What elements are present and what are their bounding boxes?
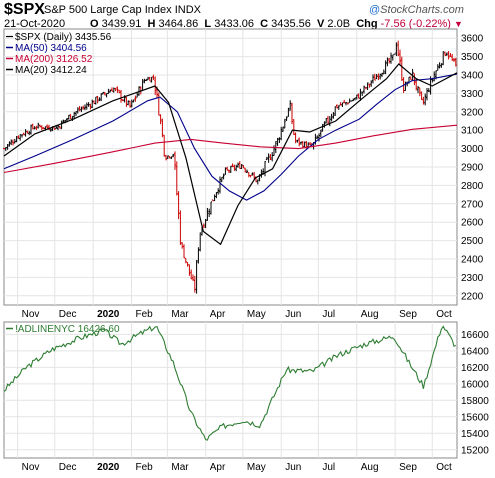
legend-label: $SPX (Daily) 3435.56 (15, 32, 112, 43)
symbol-title: $SPX (4, 1, 45, 18)
y-tick-label: 2400 (461, 255, 484, 266)
legend-label: !ADLINENYC 16426.60 (15, 324, 120, 335)
change-label: Chg (356, 18, 378, 30)
plot-frame (3, 321, 458, 459)
ohlc-readout: O 3439.91 H 3464.86 L 3433.06 C 3435.56 … (90, 18, 463, 30)
change-value: -7.56 (-0.22%) (380, 18, 451, 30)
x-tick-label: Mar (171, 309, 189, 320)
y-tick-label: 3000 (461, 144, 484, 155)
volume-value: 2.0B (327, 18, 351, 30)
y-tick-label: 2600 (461, 218, 484, 229)
panel-indicator: 15200 15400 15600 15800 16000 16200 16400 16600… (3, 321, 489, 473)
x-tick-label: Oct (436, 462, 452, 473)
high-value: 3464.86 (158, 18, 199, 30)
close-value: 3435.56 (271, 18, 311, 30)
y-tick-label: 16200 (461, 363, 489, 374)
x-tick-label: Oct (436, 309, 452, 320)
brand-mark-icon: @ (369, 4, 381, 16)
open-label: O (90, 18, 99, 30)
x-tick-label: 2020 (97, 309, 120, 320)
legend-label: MA(200) 3126.52 (15, 54, 93, 65)
x-tick-label: Jun (285, 309, 301, 320)
x-tick-label: Dec (59, 462, 77, 473)
y-tick-label: 3300 (461, 89, 484, 100)
high-label: H (147, 18, 156, 30)
x-tick-label: Jul (322, 309, 335, 320)
y-tick-label: 2800 (461, 181, 484, 192)
x-tick-label: May (247, 462, 266, 473)
series-adlinenyc-16426-60 (3, 325, 457, 441)
y-tick-label: 2700 (461, 199, 484, 210)
x-tick-label: Sep (399, 309, 417, 320)
x-tick-label: Jul (322, 462, 335, 473)
y-tick-label: 2200 (461, 291, 484, 302)
x-tick-label: Nov (22, 309, 40, 320)
x-tick-label: Jun (285, 462, 301, 473)
y-tick-label: 3200 (461, 107, 484, 118)
x-tick-label: Feb (135, 309, 153, 320)
index-name-text: S&P 500 Large Cap Index (44, 4, 172, 16)
series-spx-daily-3435-56 (3, 40, 457, 294)
brand-text: StockCharts.com (380, 4, 464, 16)
y-tick-label: 2300 (461, 273, 484, 284)
x-tick-label: 2020 (97, 462, 120, 473)
y-tick-label: 15600 (461, 412, 489, 423)
y-tick-label: 16400 (461, 346, 489, 357)
x-tick-label: Nov (22, 462, 40, 473)
close-label: C (260, 18, 269, 30)
open-value: 3439.91 (101, 18, 142, 30)
panel-price: 2200 2300 2400 2500 2600 2700 2800 2900 3000 3100… (3, 28, 484, 320)
x-tick-label: Aug (361, 462, 379, 473)
x-tick-label: Apr (210, 462, 226, 473)
x-tick-label: Mar (171, 462, 189, 473)
y-tick-label: 2900 (461, 163, 484, 174)
low-value: 3433.06 (214, 18, 254, 30)
y-tick-label: 2500 (461, 236, 484, 247)
series-ma-200-3126-52 (3, 124, 458, 174)
series-ma-20-3412-24 (3, 63, 458, 246)
low-label: L (204, 18, 212, 30)
y-tick-label: 15200 (461, 445, 489, 456)
quote-date: 21-Oct-2020 (4, 18, 66, 30)
brand-logo[interactable]: @StockCharts.com (369, 4, 464, 16)
x-tick-label: Apr (210, 309, 226, 320)
x-tick-label: Feb (135, 462, 153, 473)
y-tick-label: 3400 (461, 71, 484, 82)
exchange-text: INDX (174, 4, 201, 16)
y-tick-label: 3100 (461, 126, 484, 137)
x-tick-label: Aug (361, 309, 379, 320)
series-ma-50-3404-56 (3, 73, 458, 201)
y-tick-label: 16000 (461, 379, 489, 390)
index-name: S&P 500 Large Cap Index INDX (44, 4, 201, 16)
y-tick-label: 15800 (461, 396, 489, 407)
x-tick-label: Sep (399, 462, 417, 473)
y-tick-label: 3500 (461, 52, 484, 63)
x-tick-label: May (247, 309, 266, 320)
x-tick-label: Dec (59, 309, 77, 320)
change-down-icon: ▼ (454, 19, 463, 29)
legend-label: MA(20) 3412.24 (15, 65, 87, 76)
volume-label: V (317, 18, 325, 30)
y-tick-label: 16600 (461, 330, 489, 341)
legend-label: MA(50) 3404.56 (15, 43, 87, 54)
y-tick-label: 3600 (461, 34, 484, 45)
y-tick-label: 15400 (461, 429, 489, 440)
